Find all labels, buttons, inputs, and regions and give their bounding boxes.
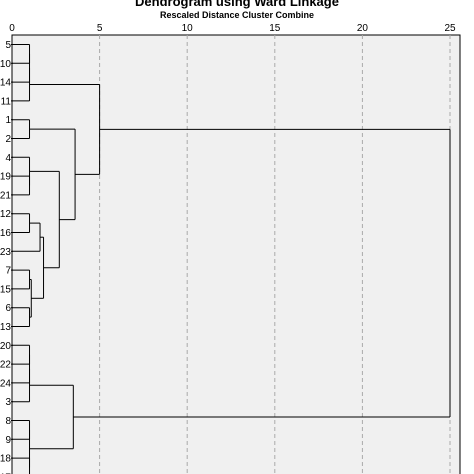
x-tick-label: 0 xyxy=(9,23,15,34)
leaf-label: 23 xyxy=(0,247,11,258)
x-tick-label: 10 xyxy=(182,23,194,34)
leaf-label: 3 xyxy=(5,397,11,408)
leaf-label: 16 xyxy=(0,228,11,239)
leaf-label: 20 xyxy=(0,341,11,352)
leaf-label: 14 xyxy=(0,78,11,89)
x-tick-label: 25 xyxy=(444,23,456,34)
leaf-label: 2 xyxy=(5,134,11,145)
chart-title: Dendrogram using Ward Linkage xyxy=(135,0,339,9)
leaf-label: 9 xyxy=(5,435,11,446)
leaf-label: 7 xyxy=(5,266,11,277)
leaf-label: 11 xyxy=(1,96,12,107)
x-tick-label: 15 xyxy=(269,23,281,34)
leaf-label: 8 xyxy=(5,416,11,427)
leaf-label: 6 xyxy=(5,303,11,314)
leaf-label: 18 xyxy=(0,454,11,465)
chart-subtitle: Rescaled Distance Cluster Combine xyxy=(159,10,315,20)
leaf-label: 21 xyxy=(0,190,11,201)
leaf-label: 12 xyxy=(0,209,11,220)
leaf-label: 4 xyxy=(5,153,11,164)
plot-area xyxy=(11,34,461,474)
leaf-label: 10 xyxy=(0,59,11,70)
leaf-label: 17 xyxy=(0,472,11,474)
leaf-label: 22 xyxy=(0,360,11,371)
x-tick-label: 5 xyxy=(97,23,103,34)
leaf-label: 13 xyxy=(0,322,11,333)
x-tick-label: 20 xyxy=(357,23,369,34)
leaf-label: 19 xyxy=(0,172,11,183)
leaf-label: 1 xyxy=(5,115,11,126)
leaf-label: 15 xyxy=(0,284,11,295)
leaf-label: 24 xyxy=(0,378,11,389)
leaf-label: 5 xyxy=(5,40,11,51)
